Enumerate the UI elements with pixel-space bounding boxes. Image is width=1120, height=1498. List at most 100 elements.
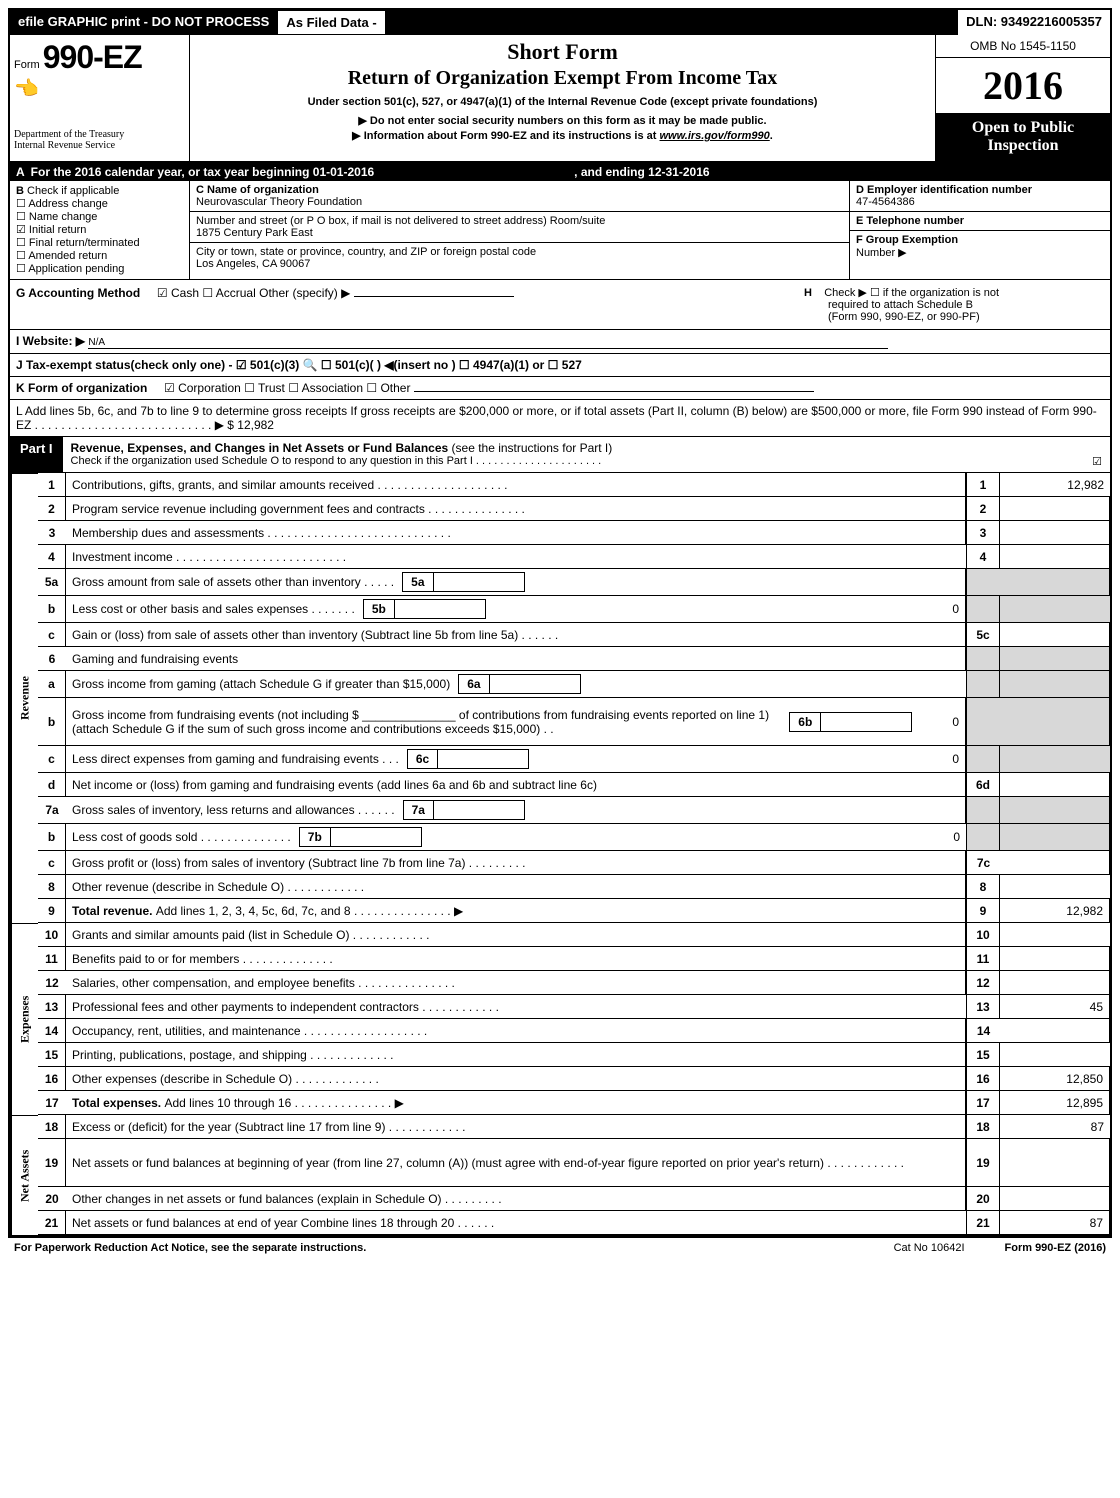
line-desc-18: Excess or (deficit) for the year (Subtra… <box>66 1115 966 1139</box>
line-numcell-13: 13 <box>966 995 1000 1019</box>
col-b: B Check if applicable ☐ Address change☐ … <box>10 181 190 279</box>
line-val-17: 12,895 <box>1000 1091 1110 1115</box>
line-num-c: c <box>38 623 66 647</box>
line-val-18: 87 <box>1000 1115 1110 1139</box>
org-name: Neurovascular Theory Foundation <box>196 196 843 208</box>
group-label: F Group Exemption <box>856 234 958 246</box>
line-val-a <box>1000 671 1110 698</box>
line-numcell-18: 18 <box>966 1115 1000 1139</box>
line-val-8 <box>1000 875 1110 899</box>
section-label: Expenses <box>10 923 38 1115</box>
line-desc-9: Total revenue. Add lines 1, 2, 3, 4, 5c,… <box>66 899 966 923</box>
check-b-0[interactable]: ☐ Address change <box>16 197 183 210</box>
line-numcell-c: 7c <box>966 851 1000 875</box>
line-desc-10: Grants and similar amounts paid (list in… <box>66 923 966 947</box>
line-num-11: 11 <box>38 947 66 971</box>
b-label: B <box>16 185 24 197</box>
h-text1: Check ▶ ☐ if the organization is not <box>824 287 999 299</box>
inner-box-7b: 7b <box>299 827 422 847</box>
check-b-1[interactable]: ☐ Name change <box>16 210 183 223</box>
line-numcell-21: 21 <box>966 1211 1000 1235</box>
part-1-tag: Part I <box>10 437 63 472</box>
i-val: N/A <box>88 337 888 349</box>
line-numcell-5a <box>966 569 1000 596</box>
line-numcell-1: 1 <box>966 473 1000 497</box>
check-b-2[interactable]: ☑ Initial return <box>16 223 183 236</box>
line-val-20 <box>1000 1187 1110 1211</box>
form-id-block: Form 990-EZ 👈 Department of the Treasury… <box>10 35 190 161</box>
line-desc-16: Other expenses (describe in Schedule O) … <box>66 1067 966 1091</box>
line-desc-13: Professional fees and other payments to … <box>66 995 966 1019</box>
line-num-3: 3 <box>38 521 66 545</box>
open-1: Open to Public <box>938 119 1108 137</box>
line-val-13: 45 <box>1000 995 1110 1019</box>
part-1-header: Part I Revenue, Expenses, and Changes in… <box>10 437 1110 473</box>
group-num-lbl: Number ▶ <box>856 246 1104 259</box>
check-b-5[interactable]: ☐ Application pending <box>16 262 183 275</box>
line-desc-b: Less cost of goods sold . . . . . . . . … <box>66 824 966 851</box>
arrow-2: ▶ Information about Form 990-EZ and its … <box>198 129 927 142</box>
h-text2: required to attach Schedule B <box>828 299 973 311</box>
line-num-16: 16 <box>38 1067 66 1091</box>
line-desc-c: Less direct expenses from gaming and fun… <box>66 746 966 773</box>
line-val-10 <box>1000 923 1110 947</box>
section-revenue: Revenue 1Contributions, gifts, grants, an… <box>10 473 1110 923</box>
inner-box-5a: 5a <box>402 572 524 592</box>
line-num-19: 19 <box>38 1139 66 1187</box>
section-label: Revenue <box>10 473 38 923</box>
part-1-check-line: Check if the organization used Schedule … <box>71 455 1102 467</box>
city-label: City or town, state or province, country… <box>196 246 843 258</box>
line-num-17: 17 <box>38 1091 66 1115</box>
line-num-18: 18 <box>38 1115 66 1139</box>
line-desc-8: Other revenue (describe in Schedule O) .… <box>66 875 966 899</box>
line-numcell-d: 6d <box>966 773 1000 797</box>
city: Los Angeles, CA 90067 <box>196 258 843 270</box>
right-block: OMB No 1545-1150 2016 Open to Public Ins… <box>935 35 1110 161</box>
line-val-b <box>1000 596 1110 623</box>
treasury-2: Internal Revenue Service <box>14 140 185 151</box>
line-val-c <box>1000 623 1110 647</box>
line-desc-6: Gaming and fundraising events <box>66 647 966 671</box>
line-num-14: 14 <box>38 1019 66 1043</box>
check-b-3[interactable]: ☐ Final return/terminated <box>16 236 183 249</box>
line-num-7a: 7a <box>38 797 66 824</box>
title-short: Short Form <box>198 39 927 65</box>
line-val-c <box>1000 746 1110 773</box>
arrow-2-link[interactable]: www.irs.gov/form990 <box>660 130 770 142</box>
g-opts: ☑ Cash ☐ Accrual Other (specify) ▶ <box>157 286 350 300</box>
treasury-1: Department of the Treasury <box>14 129 185 140</box>
line-val-3 <box>1000 521 1110 545</box>
col-def: D Employer identification number 47-4564… <box>850 181 1110 279</box>
line-numcell-17: 17 <box>966 1091 1000 1115</box>
line-desc-12: Salaries, other compensation, and employ… <box>66 971 966 995</box>
line-desc-5a: Gross amount from sale of assets other t… <box>66 569 966 596</box>
line-numcell-8: 8 <box>966 875 1000 899</box>
row-a-label: A <box>16 165 25 179</box>
inner-box-7a: 7a <box>403 800 525 820</box>
arrow-2-pre: ▶ Information about Form 990-EZ and its … <box>352 130 659 142</box>
line-val-7a <box>1000 797 1110 824</box>
line-num-21: 21 <box>38 1211 66 1235</box>
part-1-checkbox[interactable]: ☑ <box>1092 455 1102 468</box>
arrow-1: ▶ Do not enter social security numbers o… <box>198 114 927 127</box>
section-net-assets: Net Assets18Excess or (deficit) for the … <box>10 1115 1110 1235</box>
line-numcell-11: 11 <box>966 947 1000 971</box>
line-val-1: 12,982 <box>1000 473 1110 497</box>
line-desc-b: Gross income from fundraising events (no… <box>66 698 966 746</box>
line-num-20: 20 <box>38 1187 66 1211</box>
line-num-6: 6 <box>38 647 66 671</box>
line-val-b <box>1000 824 1110 851</box>
part-1-grid: Revenue 1Contributions, gifts, grants, an… <box>10 473 1110 1235</box>
open-to-public: Open to Public Inspection <box>936 113 1110 161</box>
line-desc-1: Contributions, gifts, grants, and simila… <box>66 473 966 497</box>
line-val-9: 12,982 <box>1000 899 1110 923</box>
line-desc-7a: Gross sales of inventory, less returns a… <box>66 797 966 824</box>
line-num-5a: 5a <box>38 569 66 596</box>
line-numcell-b <box>966 596 1000 623</box>
title-block: Short Form Return of Organization Exempt… <box>190 35 935 161</box>
line-val-c <box>1000 851 1110 875</box>
line-val-16: 12,850 <box>1000 1067 1110 1091</box>
line-val-21: 87 <box>1000 1211 1110 1235</box>
tel-label: E Telephone number <box>856 215 1104 227</box>
check-b-4[interactable]: ☐ Amended return <box>16 249 183 262</box>
